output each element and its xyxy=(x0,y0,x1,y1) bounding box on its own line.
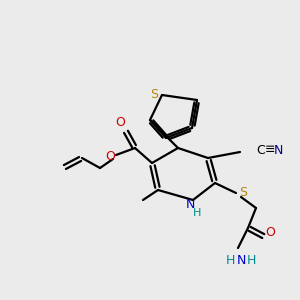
Text: ≡: ≡ xyxy=(265,143,275,157)
Text: O: O xyxy=(105,151,115,164)
Text: S: S xyxy=(239,185,247,199)
Text: N: N xyxy=(185,199,195,212)
Text: S: S xyxy=(150,88,158,101)
Text: C: C xyxy=(256,143,265,157)
Text: O: O xyxy=(265,226,275,238)
Text: H: H xyxy=(193,208,201,218)
Text: N: N xyxy=(274,143,284,157)
Text: H: H xyxy=(246,254,256,266)
Text: N: N xyxy=(236,254,246,266)
Text: O: O xyxy=(115,116,125,130)
Text: H: H xyxy=(225,254,235,266)
